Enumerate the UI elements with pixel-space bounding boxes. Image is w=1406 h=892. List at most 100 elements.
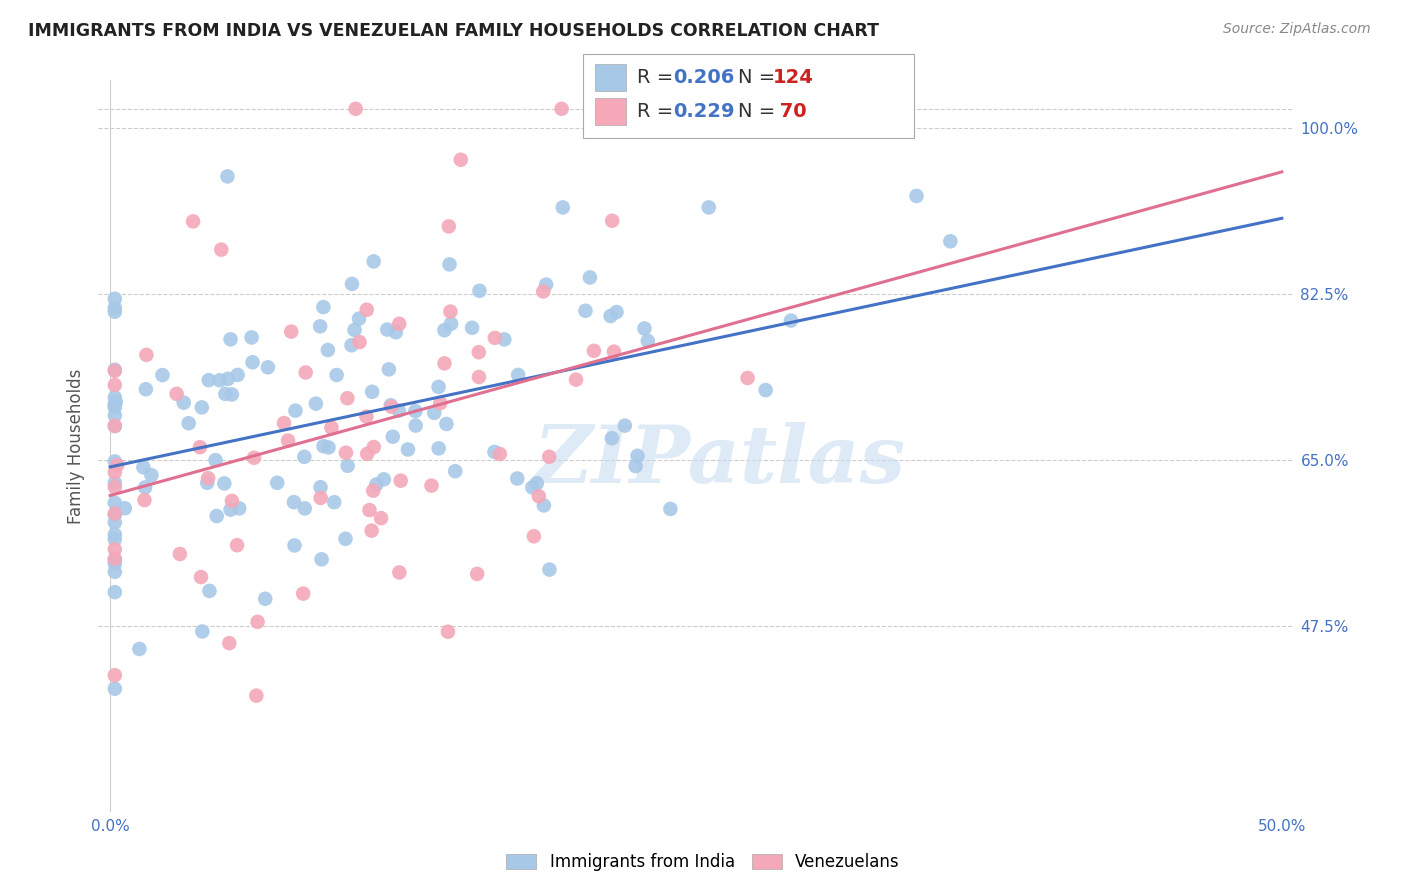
Point [190,570,212,584]
Text: R =: R = [637,68,679,87]
Point [465,566,488,581]
Point [420,478,443,492]
Point [574,303,596,318]
Point [104,507,127,521]
Point [226,368,249,382]
Point [214,387,236,401]
Point [534,277,557,292]
Point [152,368,174,382]
Point [494,332,516,346]
Point [437,624,460,639]
Point [104,533,127,547]
Point [104,508,127,522]
Point [361,483,384,498]
Point [104,395,127,409]
Point [311,552,333,566]
Point [104,668,127,682]
Point [309,480,332,494]
Point [309,491,332,505]
Point [349,334,371,349]
Point [405,418,427,433]
Point [375,322,398,336]
Point [336,391,359,405]
Point [389,474,412,488]
Point [440,317,463,331]
Point [166,387,188,401]
Point [104,304,127,318]
Point [579,270,602,285]
Point [359,503,381,517]
Point [343,323,366,337]
Point [104,557,127,571]
Point [388,317,411,331]
Point [280,325,302,339]
Point [104,542,127,557]
Point [198,583,221,598]
Point [177,416,200,430]
Point [361,384,384,399]
Point [531,285,554,299]
Point [132,460,155,475]
Text: 70: 70 [773,102,807,121]
Point [191,401,214,415]
Point [380,398,402,412]
Point [737,371,759,385]
Point [356,302,378,317]
Point [468,284,491,298]
Point [429,396,451,410]
Point [246,615,269,629]
Point [613,418,636,433]
Point [294,501,316,516]
Point [135,348,157,362]
Text: Source: ZipAtlas.com: Source: ZipAtlas.com [1223,22,1371,37]
Point [461,320,484,334]
Point [104,475,127,490]
Point [254,591,277,606]
Text: N =: N = [738,102,782,121]
Point [104,409,127,423]
Point [104,466,127,480]
Point [277,434,299,448]
Point [380,400,402,414]
Point [506,471,529,485]
Point [437,219,460,234]
Point [522,480,544,494]
Point [214,476,236,491]
Point [450,153,472,167]
Point [135,382,157,396]
Point [283,495,305,509]
Point [181,214,204,228]
Point [217,169,239,184]
Point [433,356,456,370]
Point [266,475,288,490]
Point [104,301,127,315]
Point [218,636,240,650]
Point [104,397,127,411]
Point [114,501,136,516]
Point [381,430,404,444]
Point [104,292,127,306]
Point [197,373,219,387]
Point [523,529,546,543]
Point [104,454,127,468]
Point [550,102,572,116]
Point [336,458,359,473]
Point [344,102,367,116]
Point [309,319,332,334]
Point [104,401,127,415]
Point [292,586,315,600]
Point [526,476,548,491]
Point [439,257,461,271]
Point [385,325,408,339]
Point [366,477,388,491]
Point [624,458,647,473]
Point [318,441,340,455]
Point [404,404,426,418]
Point [104,565,127,579]
Point [323,495,346,509]
Point [538,450,561,464]
Point [468,345,491,359]
Text: R =: R = [637,102,679,121]
Point [335,532,357,546]
Point [321,420,343,434]
